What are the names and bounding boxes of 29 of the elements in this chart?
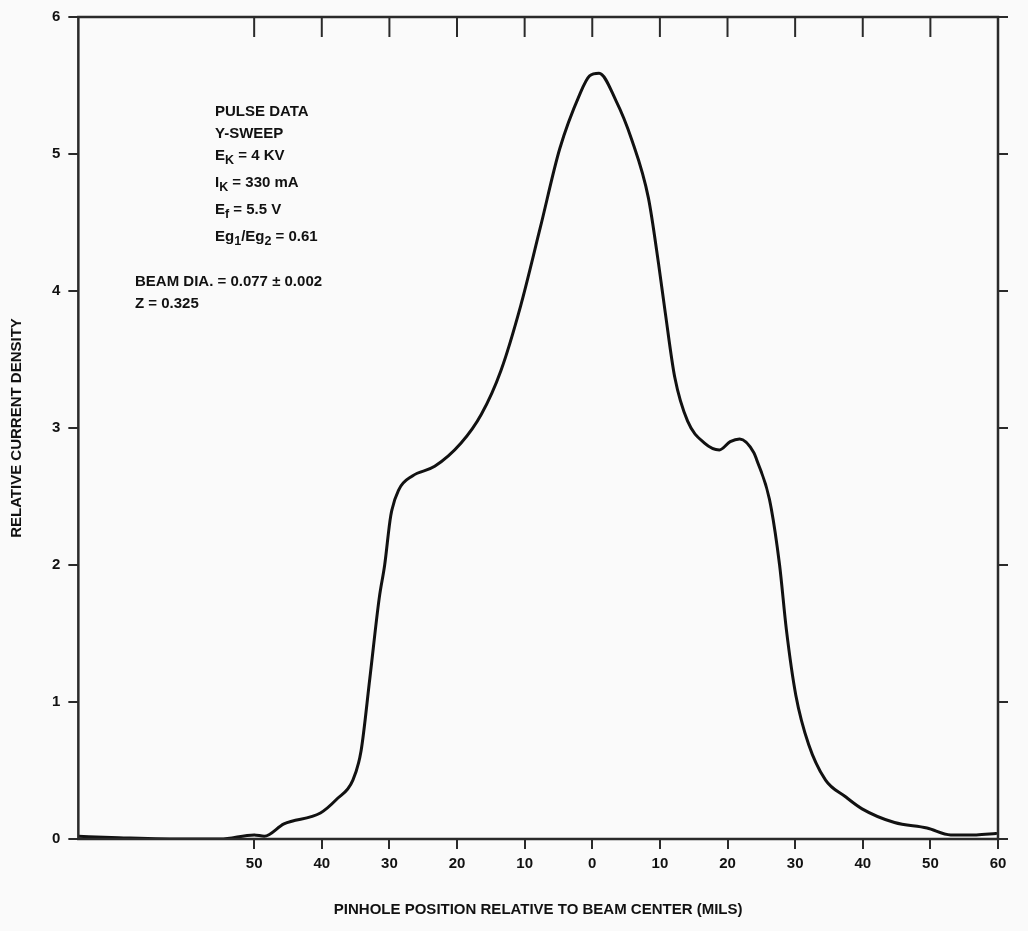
y-tick-label: 1: [52, 692, 61, 710]
x-tick-label: 10: [651, 854, 669, 872]
annotation: PULSE DATA: [215, 101, 310, 121]
x-tick-label: 40: [854, 854, 872, 872]
annotation: E$_{K}$ = 4 KV: [215, 145, 286, 169]
y-tick-label: 3: [52, 418, 61, 436]
x-tick-label: 60: [989, 854, 1007, 872]
annotation: BEAM DIA. = 0.077 ± 0.002: [135, 271, 323, 291]
y-tick-label: 4: [52, 281, 61, 299]
x-tick-label: 30: [381, 854, 398, 872]
y-tick-label: 6: [52, 7, 61, 25]
annotation: Y-SWEEP: [215, 123, 285, 143]
annotation: Z = 0.325: [135, 293, 200, 313]
x-tick-label: 40: [313, 854, 331, 872]
x-tick-label: 30: [786, 854, 804, 872]
y-tick-label: 2: [52, 555, 61, 573]
x-tick-label: 10: [516, 854, 533, 872]
x-axis-title: PINHOLE POSITION RELATIVE TO BEAM CENTER (MILS): [333, 900, 743, 918]
x-tick-label: 50: [245, 854, 263, 872]
y-axis-title: RELATIVE CURRENT DENSITY: [7, 318, 25, 538]
x-tick-label: 0: [588, 854, 597, 872]
x-tick-label: 20: [719, 854, 736, 872]
annotation: I$_{K}$ = 330 mA: [215, 172, 300, 196]
y-tick-label: 5: [52, 144, 61, 162]
annotation: Eg$_{1}$/Eg$_{2}$ = 0.61: [215, 226, 319, 250]
x-tick-label: 20: [448, 854, 466, 872]
annotation: E$_{f}$ = 5.5 V: [215, 199, 283, 223]
y-tick-label: 0: [52, 829, 61, 847]
x-tick-label: 50: [922, 854, 939, 872]
